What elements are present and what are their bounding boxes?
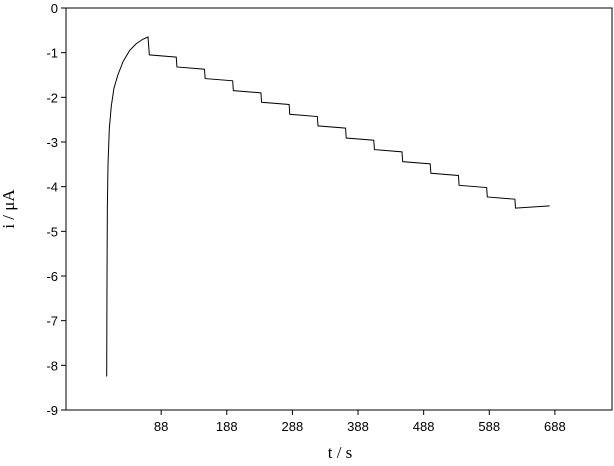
x-tick-label: 488 <box>413 419 435 434</box>
x-tick-label: 688 <box>544 419 566 434</box>
y-tick-label: -1 <box>46 46 58 61</box>
y-tick-label: 0 <box>51 1 58 16</box>
y-tick-label: -9 <box>46 403 58 418</box>
plot-frame <box>65 7 613 411</box>
y-tick-label: -8 <box>46 358 58 373</box>
x-axis-title: t / s <box>328 443 353 462</box>
x-tick-label: 188 <box>216 419 238 434</box>
y-axis-title: i / μA <box>0 189 18 229</box>
x-tick-label: 388 <box>347 419 369 434</box>
data-line <box>106 36 550 377</box>
x-tick-label: 588 <box>478 419 500 434</box>
x-tick-label: 88 <box>154 419 168 434</box>
y-tick-label: -6 <box>46 269 58 284</box>
y-tick-label: -2 <box>46 90 58 105</box>
y-tick-label: -3 <box>46 135 58 150</box>
y-tick-label: -7 <box>46 314 58 329</box>
x-tick-label: 288 <box>282 419 304 434</box>
y-tick-label: -5 <box>46 224 58 239</box>
y-tick-label: -4 <box>46 180 58 195</box>
